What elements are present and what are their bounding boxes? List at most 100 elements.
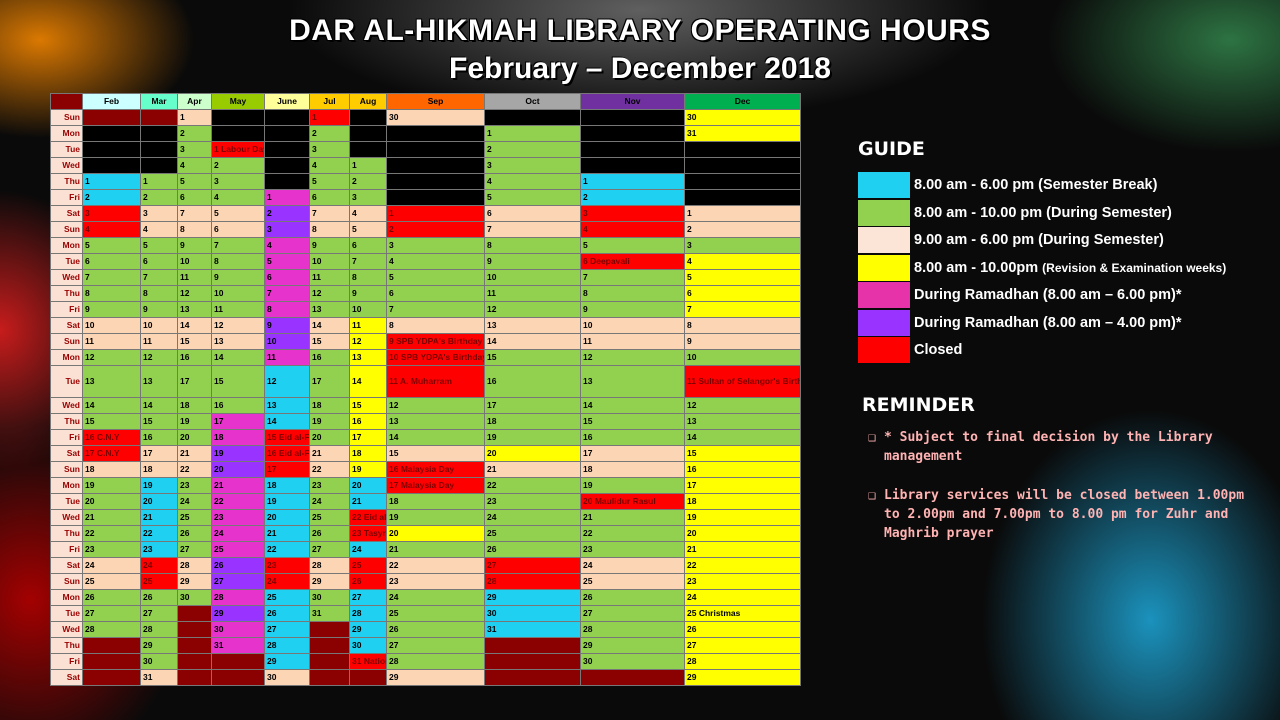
- day-cell: 29: [580, 637, 685, 654]
- day-cell: 17: [580, 445, 685, 462]
- day-cell: 23: [211, 509, 265, 526]
- calendar-row: Tue 6 6 10 8 5 10 7 4 9 6 Deepavali 4: [50, 253, 801, 270]
- day-cell: 14: [82, 397, 141, 414]
- day-cell: 11: [140, 333, 178, 350]
- day-cell: [386, 157, 485, 174]
- day-cell: 21: [580, 509, 685, 526]
- weekday-label: Fri: [50, 653, 83, 670]
- day-cell: 21: [177, 445, 212, 462]
- weekday-label: Tue: [50, 605, 83, 622]
- calendar-row: Mon 26 26 30 28 25 30 27 24 29 26 24: [50, 589, 801, 606]
- day-cell: 28: [140, 621, 178, 638]
- day-cell: 7: [140, 269, 178, 286]
- day-cell: [580, 125, 685, 142]
- day-cell: 11: [349, 317, 387, 334]
- calendar-row: Sat 10 10 14 12 9 14 11 8 13 10 8: [50, 317, 801, 334]
- day-cell: 4: [386, 253, 485, 270]
- calendar-body: Sun 1 1 30 30 Mon 2 2 1 31 Tue 3 1 Labour Day 3 2 Wed 4 2…: [50, 109, 801, 686]
- day-cell: 22: [386, 557, 485, 574]
- day-cell: 25: [484, 525, 581, 542]
- day-cell: 10: [264, 333, 310, 350]
- calendar-row: Mon 19 19 23 21 18 23 20 17 Malaysia Day 22 19 17: [50, 477, 801, 494]
- calendar-row: Sat 3 3 7 5 2 7 4 1 6 3 1: [50, 205, 801, 222]
- day-cell: 18: [264, 477, 310, 494]
- weekday-label: Thu: [50, 525, 83, 542]
- day-cell: [684, 173, 801, 190]
- weekday-label: Sat: [50, 445, 83, 462]
- day-cell: 17: [177, 365, 212, 398]
- day-cell: 14: [580, 397, 685, 414]
- day-cell: 15: [386, 445, 485, 462]
- day-cell: 3: [264, 221, 310, 238]
- day-cell: 21: [140, 509, 178, 526]
- day-cell: [484, 669, 581, 686]
- day-cell: 14: [177, 317, 212, 334]
- day-cell: 21: [484, 461, 581, 478]
- guide-item-note: (Revision & Examination weeks): [1042, 260, 1227, 275]
- day-cell: 25 Christmas: [684, 605, 801, 622]
- day-cell: 20: [386, 525, 485, 542]
- weekday-label: Tue: [50, 365, 83, 398]
- day-cell: [140, 157, 178, 174]
- color-swatch: [858, 254, 910, 281]
- day-cell: 7: [177, 205, 212, 222]
- day-cell: 15: [349, 397, 387, 414]
- day-cell: 27: [140, 605, 178, 622]
- day-cell: 5: [349, 221, 387, 238]
- day-cell: [484, 109, 581, 126]
- day-cell: [386, 173, 485, 190]
- day-cell: 3: [684, 237, 801, 254]
- day-cell: 4: [264, 237, 310, 254]
- day-cell: 15: [580, 413, 685, 430]
- day-cell: 1: [386, 205, 485, 222]
- calendar-row: Mon 5 5 9 7 4 9 6 3 8 5 3: [50, 237, 801, 254]
- color-swatch: [858, 199, 910, 226]
- day-cell: 15: [140, 413, 178, 430]
- weekday-label: Mon: [50, 477, 83, 494]
- day-cell: 30: [349, 637, 387, 654]
- day-cell: 19: [82, 477, 141, 494]
- day-cell: 9: [82, 301, 141, 318]
- day-cell: 6: [177, 189, 212, 206]
- day-cell: [386, 189, 485, 206]
- guide-item: 8.00 am - 6.00 pm (Semester Break): [858, 172, 1157, 198]
- day-cell: 17: [684, 477, 801, 494]
- day-cell: 14: [309, 317, 350, 334]
- day-cell: 18: [684, 493, 801, 510]
- color-swatch: [858, 309, 910, 336]
- day-cell: 2: [580, 189, 685, 206]
- day-cell: 25: [309, 509, 350, 526]
- calendar-row: Wed 4 2 4 1 3: [50, 157, 801, 174]
- day-cell: 31: [684, 125, 801, 142]
- month-header: Jul: [309, 93, 350, 110]
- day-cell: 12: [580, 349, 685, 366]
- day-cell: 22: [264, 541, 310, 558]
- weekday-label: Fri: [50, 189, 83, 206]
- day-cell: 6: [484, 205, 581, 222]
- operating-hours-calendar: Feb Mar Apr May June Jul Aug Sep Oct Nov Dec Sun 1 1…: [50, 93, 801, 686]
- day-cell: [684, 157, 801, 174]
- day-cell: 29: [484, 589, 581, 606]
- day-cell: 25: [580, 573, 685, 590]
- day-cell: 4: [349, 205, 387, 222]
- day-cell: 16: [140, 429, 178, 446]
- day-cell: 21: [264, 525, 310, 542]
- day-cell: 19: [386, 509, 485, 526]
- day-cell: 6: [349, 237, 387, 254]
- day-cell: 19: [309, 413, 350, 430]
- day-cell: 1: [349, 157, 387, 174]
- day-cell: [211, 109, 265, 126]
- day-cell: 19: [177, 413, 212, 430]
- day-cell: 4: [211, 189, 265, 206]
- day-cell: 6: [211, 221, 265, 238]
- day-cell: [349, 125, 387, 142]
- reminder-note-text: * Subject to final decision by the Libra…: [884, 430, 1213, 464]
- weekday-label: Fri: [50, 301, 83, 318]
- day-cell: [177, 621, 212, 638]
- day-cell: 12: [684, 397, 801, 414]
- day-cell: 22: [580, 525, 685, 542]
- day-cell: 8: [684, 317, 801, 334]
- calendar-row: Sat 24 24 28 26 23 28 25 22 27 24 22: [50, 557, 801, 574]
- day-cell: 26: [177, 525, 212, 542]
- day-cell: 20: [309, 429, 350, 446]
